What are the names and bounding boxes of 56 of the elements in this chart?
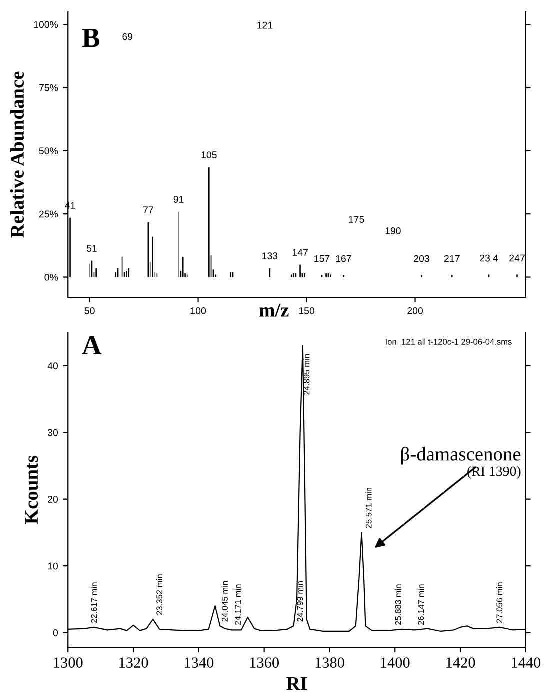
annotation: 24.799 min [297,581,304,622]
annotation: 203 [414,255,430,262]
y-tick-label: 50% [39,148,58,155]
x-tick-label: 200 [408,307,424,314]
x-tick-label: 1340 [184,658,214,668]
y-tick-label: 0% [44,274,58,281]
annotation: B [82,28,100,48]
x-tick-label: 150 [299,307,315,314]
annotation: 69 [122,33,133,40]
y-axis-title: Kcounts [25,456,38,524]
annotation: 133 [262,252,278,260]
annotation: 217 [444,255,460,262]
annotation: 24.895 min [304,354,310,395]
annotation: 121 [258,22,273,29]
annotation: 247 [510,254,525,262]
annotation: Ion 121 all t-120c-1 29-06-04.sms [386,338,512,345]
x-tick-label: 1440 [512,658,541,668]
y-axis-title: Relative Abundance [10,72,24,238]
x-axis-title: RI [286,677,308,690]
y-tick-label: 75% [39,84,58,92]
x-tick-label: 1300 [54,658,83,668]
annotation: 23 4 [480,254,498,262]
x-tick-label: 1400 [381,658,410,668]
x-tick-label: 1420 [446,658,476,668]
y-tick-label: 20 [48,496,58,503]
annotation: 23.352 min [156,574,163,616]
annotation: 175 [349,216,364,223]
annotation: 77 [143,206,154,214]
annotation: 25.571 min [366,488,372,528]
annotation: 24.045 min [222,581,228,622]
x-tick-label: 50 [84,307,95,314]
annotation: A [82,336,102,355]
x-tick-label: 1360 [250,658,280,668]
x-tick-label: 1320 [120,658,148,668]
annotation: 27.056 min [496,582,503,624]
annotation: 22.617 min [91,582,98,624]
annotation: 24.171 min [234,584,241,626]
annotation: β-damascenone [401,446,521,465]
annotation: 91 [174,196,184,203]
y-tick-label: 100% [34,21,58,28]
y-tick-label: 10 [48,562,58,570]
annotation: 51 [86,245,97,252]
annotation: 105 [202,152,217,158]
annotation: 157 [314,255,330,262]
y-tick-label: 40 [48,362,58,370]
x-tick-label: 100 [190,307,206,314]
x-tick-label: 1380 [316,658,344,668]
annotation: 167 [336,255,352,262]
annotation: 26.147 min [418,584,424,626]
annotation: 190 [386,228,401,234]
y-tick-label: 30 [48,429,58,436]
y-tick-label: 0 [53,630,58,636]
x-axis-title: m/z [260,304,289,317]
y-tick-label: 25% [39,210,58,218]
annotation: 25.883 min [395,584,402,626]
annotation: 147 [292,249,308,256]
